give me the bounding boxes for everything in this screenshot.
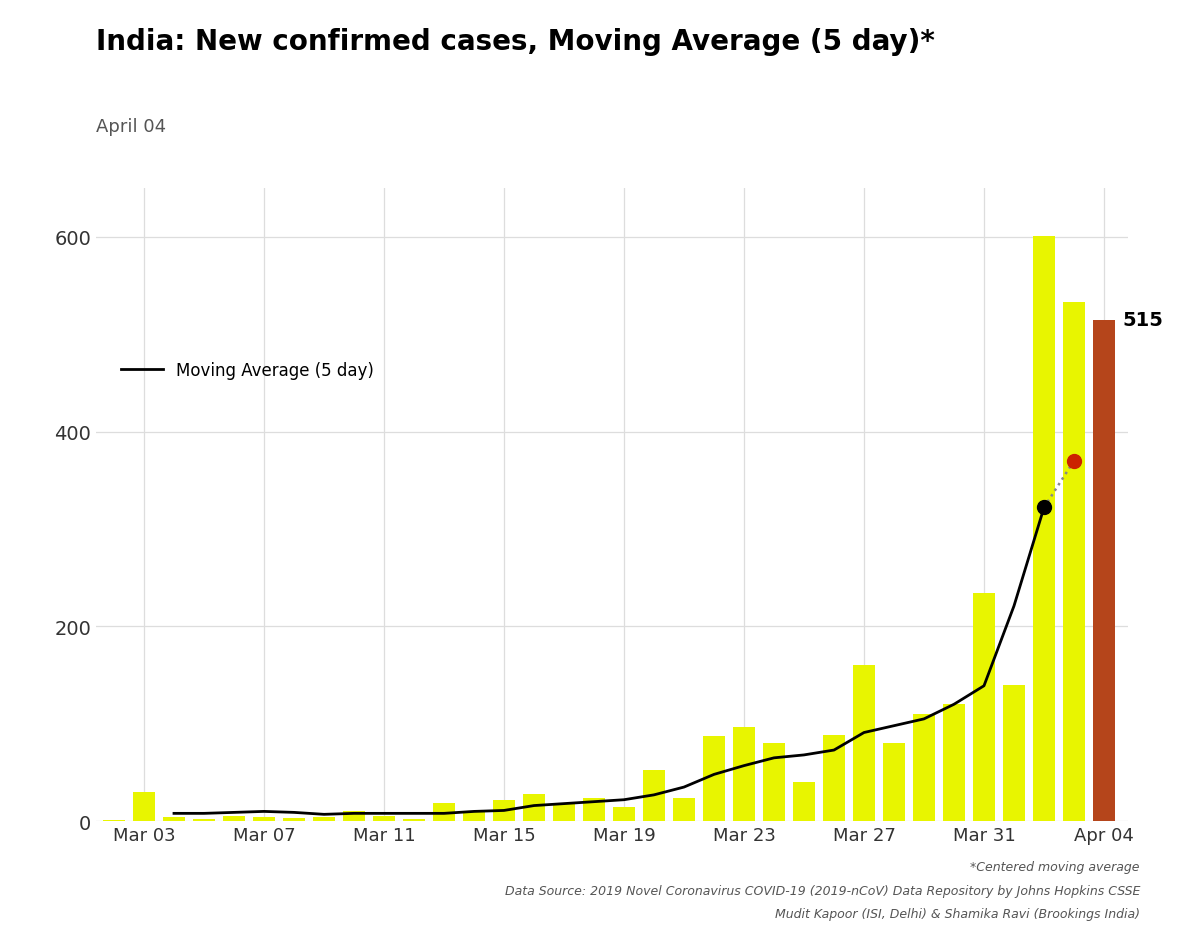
Bar (283, 818, 305, 821)
Bar (103, 820, 125, 821)
Bar (463, 812, 485, 821)
Bar (133, 792, 155, 821)
Bar (493, 800, 515, 821)
Bar (373, 817, 395, 821)
Bar (763, 744, 785, 821)
Bar (823, 735, 845, 821)
Text: India: New confirmed cases, Moving Average (5 day)*: India: New confirmed cases, Moving Avera… (96, 28, 935, 57)
Bar (943, 704, 965, 821)
Bar (673, 798, 695, 821)
Text: Mudit Kapoor (ISI, Delhi) & Shamika Ravi (Brookings India): Mudit Kapoor (ISI, Delhi) & Shamika Ravi… (775, 907, 1140, 920)
Text: April 04: April 04 (96, 118, 166, 136)
Bar (223, 817, 245, 821)
Text: Data Source: 2019 Novel Coronavirus COVID-19 (2019-nCoV) Data Repository by John: Data Source: 2019 Novel Coronavirus COVI… (505, 884, 1140, 897)
Bar (883, 744, 905, 821)
Bar (553, 803, 575, 821)
Bar (583, 798, 605, 821)
Legend: Moving Average (5 day): Moving Average (5 day) (115, 355, 380, 386)
Text: 515: 515 (1122, 311, 1163, 329)
Bar (403, 819, 425, 821)
Bar (523, 794, 545, 821)
Bar (343, 812, 365, 821)
Bar (973, 594, 995, 821)
Text: *Centered moving average: *Centered moving average (971, 860, 1140, 873)
Bar (1003, 685, 1025, 821)
Bar (193, 819, 215, 821)
Bar (1063, 303, 1085, 821)
Bar (433, 802, 455, 821)
Bar (733, 727, 755, 821)
Bar (313, 818, 335, 821)
Bar (1033, 237, 1055, 821)
Bar (1093, 320, 1115, 821)
Bar (643, 770, 665, 821)
Bar (793, 783, 815, 821)
Bar (913, 715, 935, 821)
Bar (703, 736, 725, 821)
Bar (253, 818, 275, 821)
Bar (853, 666, 875, 821)
Bar (163, 818, 185, 821)
Bar (613, 807, 635, 821)
